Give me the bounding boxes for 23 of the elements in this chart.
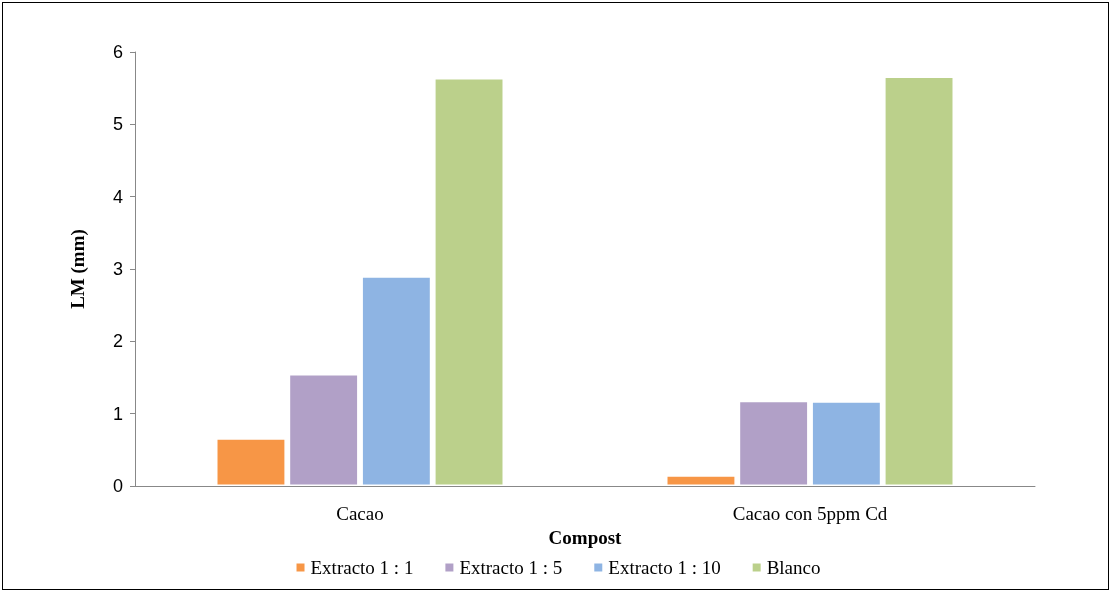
bar [216, 438, 286, 486]
bar [434, 78, 504, 486]
bar [666, 475, 736, 486]
x-tick-label: Cacao con 5ppm Cd [732, 503, 888, 524]
legend-label: Extracto 1 : 10 [608, 557, 721, 578]
y-tick-label: 5 [112, 114, 123, 135]
bar [288, 373, 359, 486]
x-tick-label: Cacao [336, 503, 384, 524]
y-axis-title: LM (mm) [67, 229, 89, 309]
legend-label: Blanco [766, 557, 821, 578]
y-tick-label: 4 [112, 186, 123, 207]
y-tick-label: 0 [112, 476, 123, 496]
bar [738, 400, 809, 486]
x-axis-title: Compost [548, 526, 623, 548]
y-tick-label: 2 [112, 331, 123, 352]
legend-label: Extracto 1 : 1 [310, 557, 414, 578]
bar [884, 76, 954, 486]
y-tick-label: 6 [112, 42, 123, 62]
y-tick-label: 1 [112, 403, 123, 424]
y-tick-label: 3 [112, 259, 123, 279]
legend-label: Extracto 1 : 5 [459, 557, 563, 578]
bar [361, 276, 432, 486]
bar [811, 401, 882, 486]
